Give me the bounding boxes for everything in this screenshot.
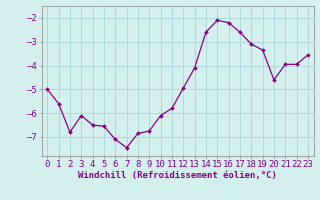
X-axis label: Windchill (Refroidissement éolien,°C): Windchill (Refroidissement éolien,°C) bbox=[78, 171, 277, 180]
